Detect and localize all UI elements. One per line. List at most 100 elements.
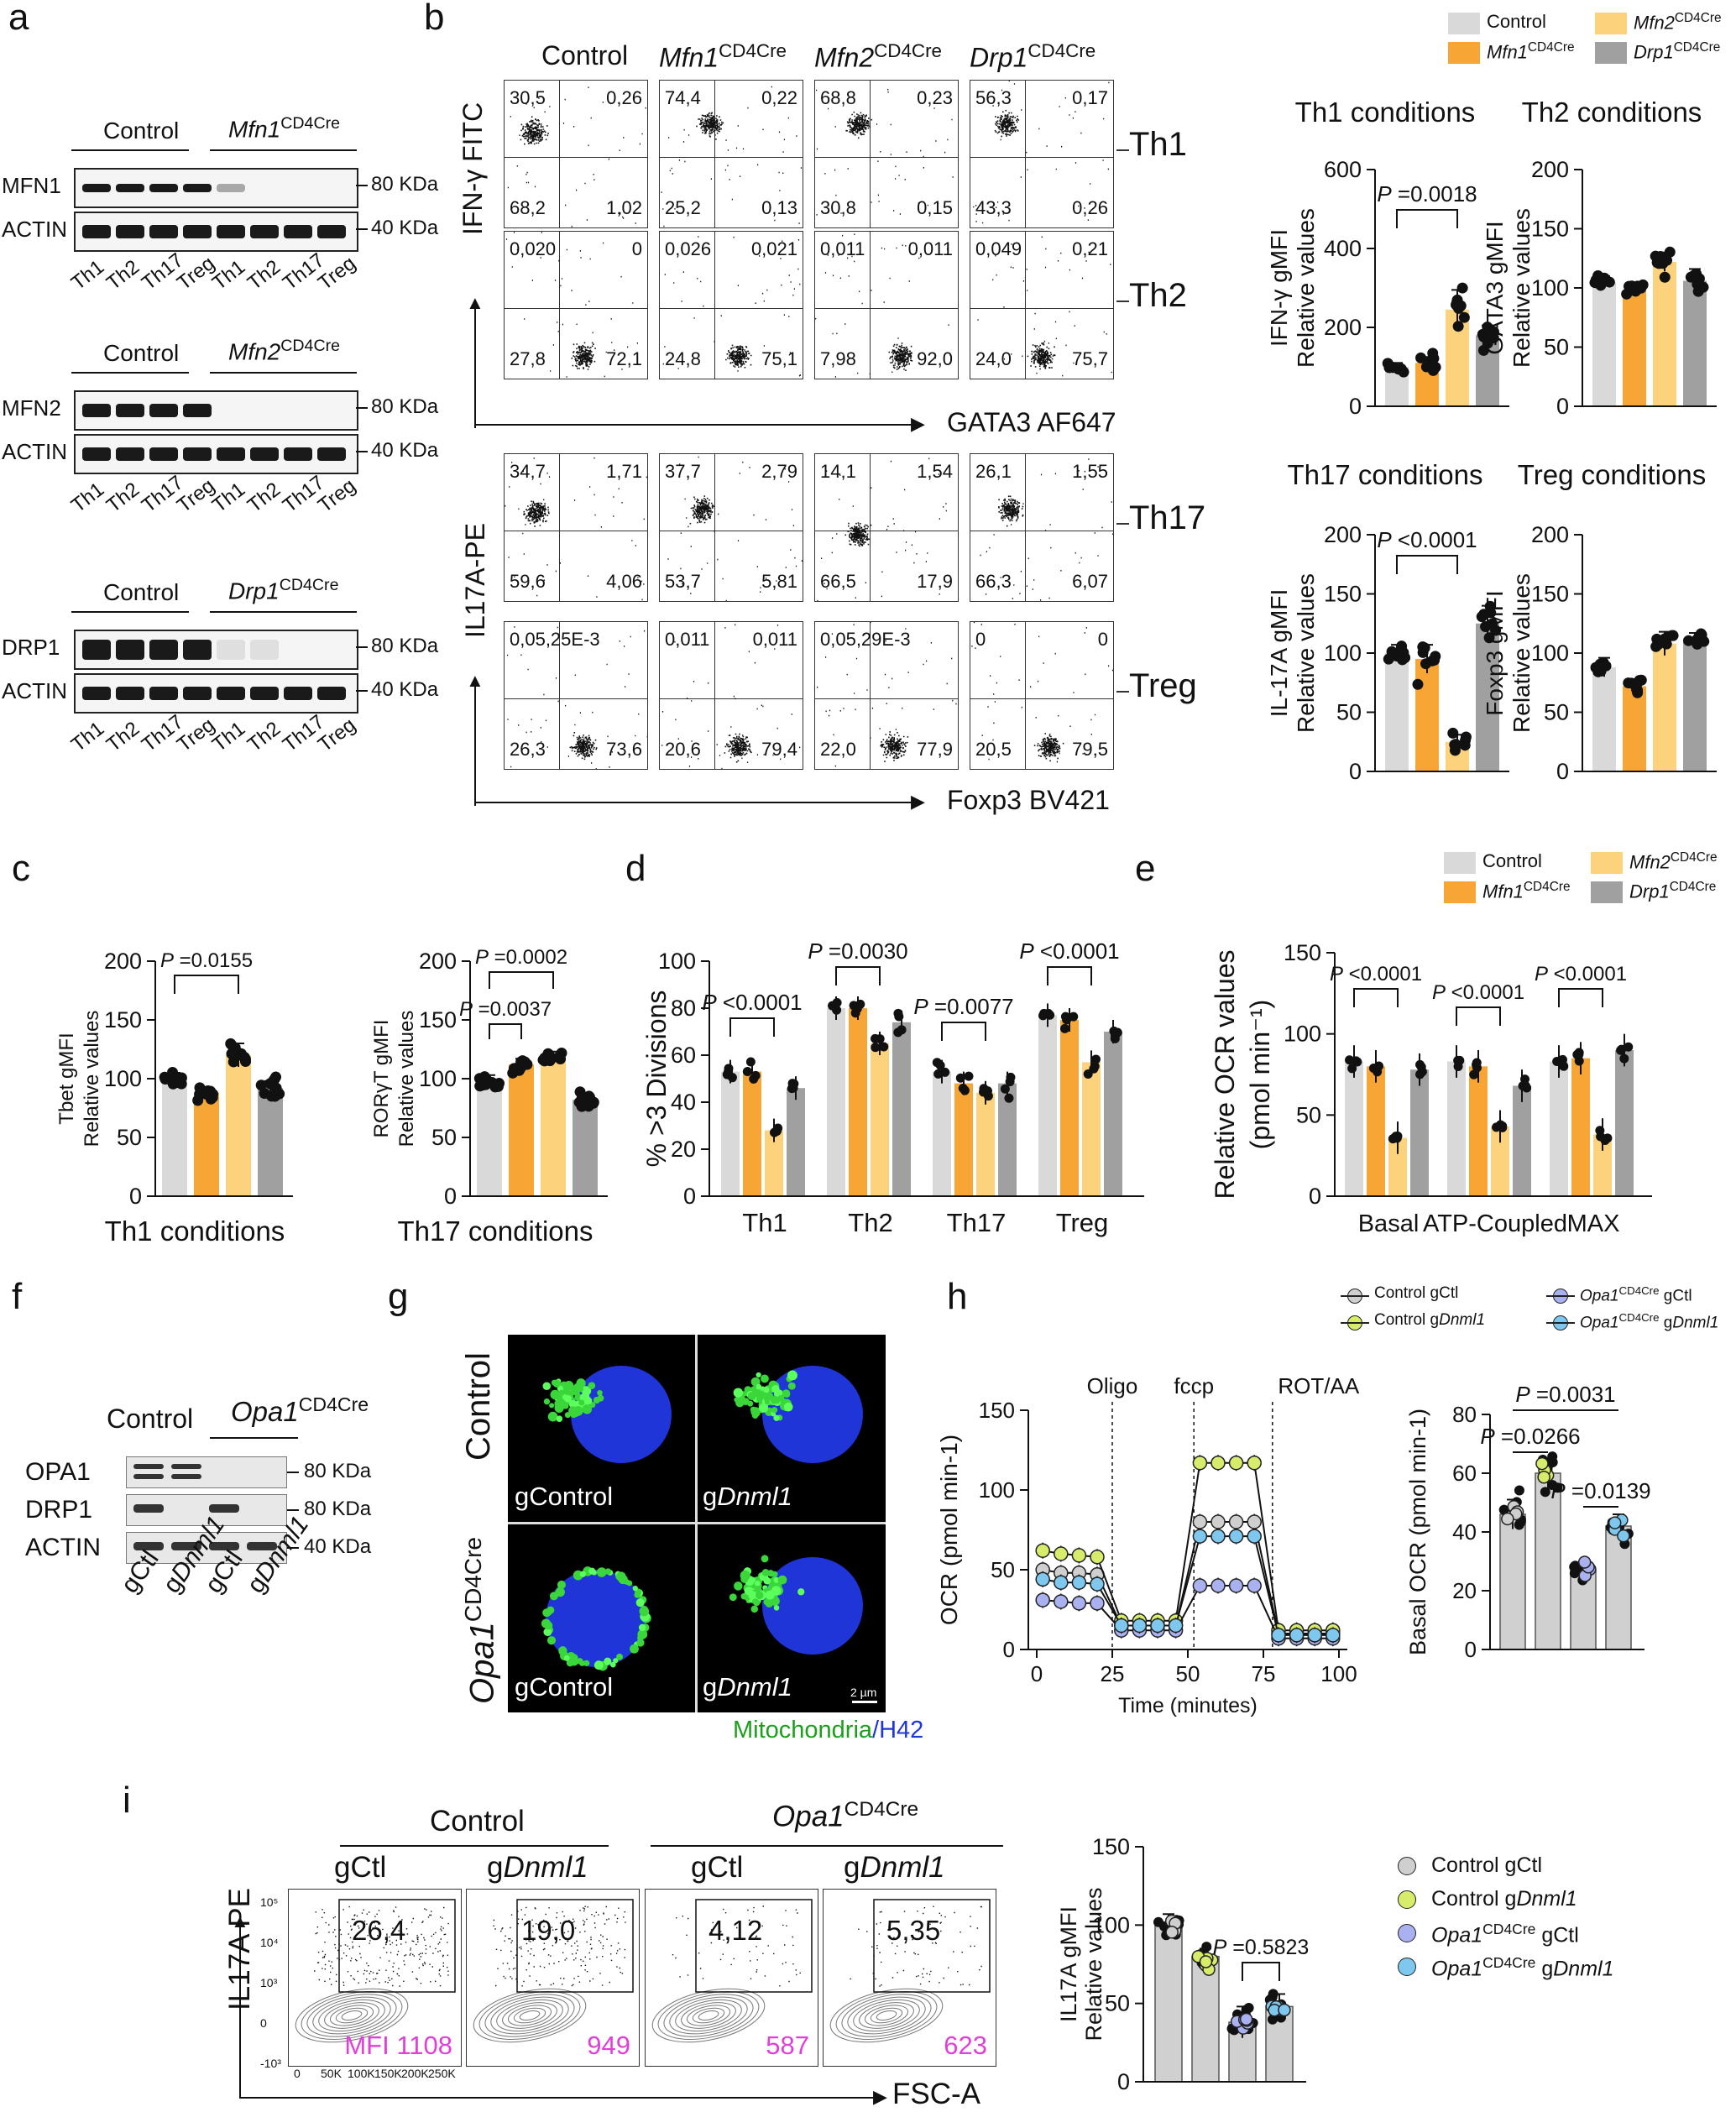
data-point: [1631, 677, 1643, 689]
i-ytick-3: 0: [260, 2016, 267, 2030]
data-point: [1469, 1069, 1479, 1080]
blot-a2-kda0: 80 KDa: [371, 635, 439, 657]
data-point: [1651, 633, 1663, 645]
y-tick-label: 0: [1465, 1637, 1477, 1662]
quad-ll: 7,98: [820, 348, 856, 369]
mitochondrion: [636, 1639, 645, 1647]
quad-ur: 0,23: [917, 87, 953, 108]
p-bracket: [1242, 1962, 1280, 1981]
mitochondrion: [588, 1382, 596, 1390]
mitochondrion: [771, 1407, 778, 1414]
p-text: =0.0139: [1566, 1478, 1651, 1503]
i-xtick-3: 150K: [374, 2067, 402, 2080]
y-tick-label: 0: [129, 1184, 142, 1209]
data-point: [1054, 1575, 1069, 1590]
mitochondrion: [755, 1580, 761, 1587]
blot-band: [183, 640, 212, 660]
mitochondrion: [756, 1383, 762, 1390]
p-symbol: P: [808, 938, 823, 964]
mitochondrion: [543, 1398, 551, 1405]
data-point: [1000, 1084, 1010, 1094]
blot-band: [116, 640, 144, 660]
quad-ur: 2,79: [761, 461, 797, 482]
superscript: CD4Cre: [1027, 40, 1096, 61]
legend-label-3: Drp1CD4Cre: [1634, 40, 1720, 63]
contour-ring: [835, 1991, 938, 2040]
mitochondrion: [756, 1591, 764, 1600]
mitochondrion: [787, 1370, 797, 1381]
mitochondrion: [765, 1599, 773, 1608]
blot-band: [149, 225, 178, 238]
y-tick-label: 100: [1092, 1912, 1130, 1937]
mitochondrion: [578, 1399, 585, 1406]
blot-a0-row0-label: MFN1: [2, 173, 61, 198]
y-axis-label: Relative values: [1509, 208, 1535, 368]
y-tick-label: 200: [104, 949, 142, 974]
data-point: [1396, 640, 1408, 652]
y-tick-label: 150: [1531, 582, 1569, 607]
data-point: [1243, 2002, 1254, 2013]
y-axis-label: Relative OCR values: [1210, 950, 1240, 1200]
flow-dot-cloud: [815, 233, 958, 378]
quad-hline: [815, 157, 958, 158]
i-xaxis: [239, 2097, 877, 2099]
p-value-label: P =0.0139: [1550, 1478, 1650, 1503]
contour-ring: [473, 1988, 587, 2043]
d-xtick-2: Th17: [947, 1208, 1007, 1237]
blot-a0-row0: [74, 168, 358, 208]
y-tick-label: 50: [1544, 700, 1569, 725]
blot-band: [82, 184, 111, 192]
i-legend-label-1: Control gDnml1: [1431, 1887, 1577, 1911]
quad-lr: 73,6: [606, 739, 642, 760]
data-point: [238, 1051, 250, 1063]
mitochondrion: [777, 1575, 787, 1585]
legend-swatch-1: [1444, 881, 1476, 903]
blot-a0-control-line: [71, 149, 189, 151]
data-point: [1608, 1516, 1622, 1529]
data-point: [1472, 1059, 1482, 1069]
data-point: [1492, 1122, 1502, 1132]
e-xtick-0: Basal: [1358, 1210, 1420, 1237]
data-point: [1035, 1592, 1050, 1608]
data-point: [588, 1096, 599, 1108]
p-text: =0.0155: [174, 949, 253, 972]
f-blot-row-0: [126, 1456, 287, 1488]
x-tick-label: 0: [1031, 1661, 1043, 1686]
p-text: =0.0266: [1495, 1424, 1581, 1449]
y-tick-label: 150: [104, 1007, 142, 1032]
data-point: [1415, 352, 1427, 363]
mitochondrion: [729, 1593, 737, 1602]
flow-dot-cloud: [817, 622, 957, 767]
contour-ring: [519, 2010, 541, 2021]
mitochondrion: [573, 1406, 583, 1416]
p-value-label: P =0.0030: [808, 938, 907, 964]
mitochondrion: [597, 1389, 603, 1396]
data-point: [1501, 1512, 1514, 1526]
mitochondrion: [542, 1382, 552, 1391]
bar: [827, 1008, 845, 1196]
flow-dots: [505, 457, 647, 601]
quad-ul: 74,4: [665, 87, 701, 108]
data-point: [1682, 635, 1694, 646]
contour-ring: [306, 1994, 397, 2037]
blot-a1-ko-line: [210, 372, 357, 374]
quad-vline: [869, 454, 871, 601]
i-ytick-4: -10³: [260, 2057, 281, 2070]
flow-b-row-tick-2: [1116, 523, 1129, 525]
gene-name: Drp1: [970, 42, 1028, 73]
data-point: [893, 1008, 903, 1018]
data-point: [489, 1080, 501, 1091]
quad-vline: [714, 81, 715, 227]
mitochondrion: [783, 1402, 793, 1412]
data-point: [1153, 1916, 1163, 1927]
f-kda-2: 40 KDa: [304, 1535, 372, 1558]
y-tick-label: 0: [1556, 394, 1569, 419]
y-tick-label: 0: [1349, 759, 1362, 784]
y-tick-label: 50: [117, 1125, 142, 1150]
quad-lr: 4,06: [606, 571, 642, 592]
p-value-label: P <0.0001: [1377, 527, 1477, 552]
data-point: [1570, 1560, 1581, 1571]
arrow-right-icon: ▶: [911, 413, 925, 434]
i-contour: [473, 1899, 634, 2043]
blot-a0-ko-line: [210, 149, 357, 151]
